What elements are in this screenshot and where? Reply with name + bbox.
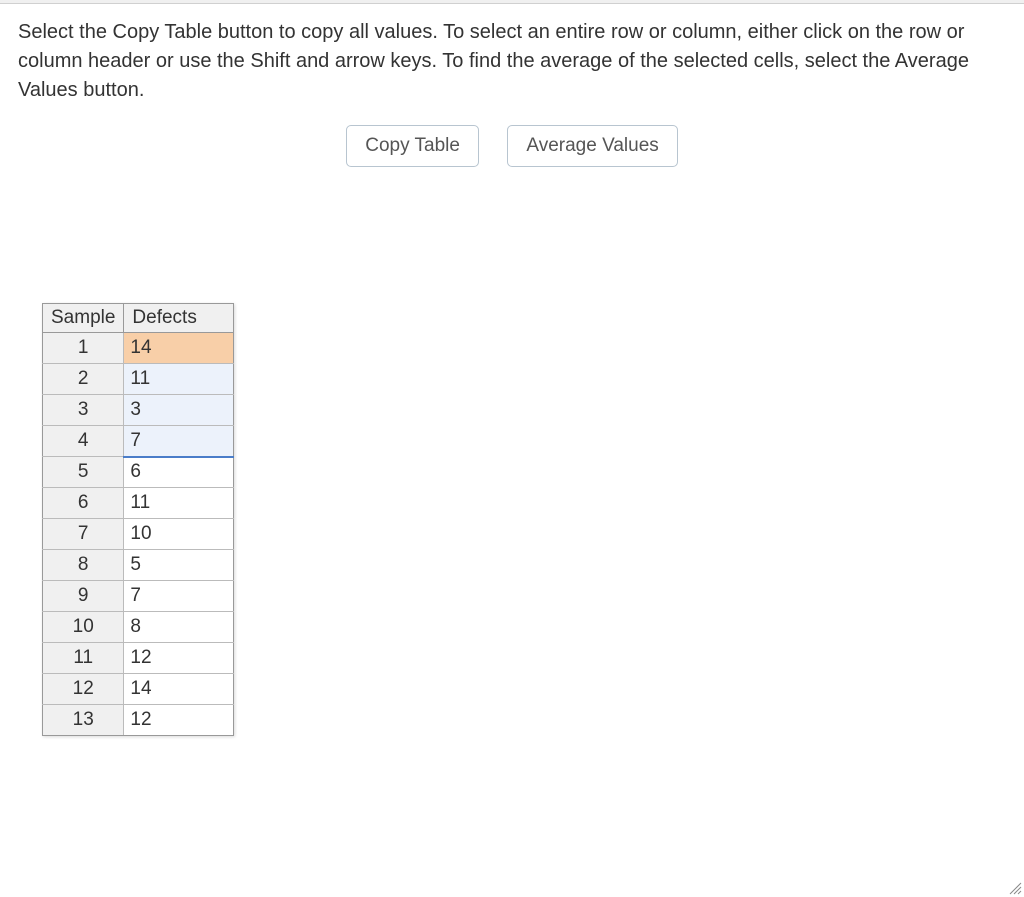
cell-sample[interactable]: 6	[43, 488, 124, 519]
button-row: Copy Table Average Values	[0, 115, 1024, 187]
data-table[interactable]: Sample Defects 1 14 2 11 3 3 4 7 5	[42, 303, 234, 736]
table-row[interactable]: 13 12	[43, 705, 234, 736]
table-row[interactable]: 6 11	[43, 488, 234, 519]
cell-sample[interactable]: 11	[43, 643, 124, 674]
cell-sample[interactable]: 1	[43, 333, 124, 364]
cell-defects[interactable]: 14	[124, 333, 234, 364]
table-row[interactable]: 11 12	[43, 643, 234, 674]
data-table-container: Sample Defects 1 14 2 11 3 3 4 7 5	[42, 303, 234, 736]
cell-sample[interactable]: 8	[43, 550, 124, 581]
cell-defects[interactable]: 3	[124, 395, 234, 426]
cell-sample[interactable]: 2	[43, 364, 124, 395]
cell-defects[interactable]: 11	[124, 364, 234, 395]
cell-defects[interactable]: 10	[124, 519, 234, 550]
average-values-button[interactable]: Average Values	[507, 125, 677, 167]
cell-sample[interactable]: 3	[43, 395, 124, 426]
table-row[interactable]: 10 8	[43, 612, 234, 643]
cell-defects[interactable]: 14	[124, 674, 234, 705]
table-row[interactable]: 4 7	[43, 426, 234, 457]
cell-defects[interactable]: 12	[124, 705, 234, 736]
cell-defects[interactable]: 8	[124, 612, 234, 643]
cell-sample[interactable]: 4	[43, 426, 124, 457]
table-row[interactable]: 3 3	[43, 395, 234, 426]
column-header-sample[interactable]: Sample	[43, 304, 124, 333]
cell-defects[interactable]: 7	[124, 426, 234, 457]
cell-defects[interactable]: 11	[124, 488, 234, 519]
cell-sample[interactable]: 9	[43, 581, 124, 612]
cell-defects[interactable]: 6	[124, 457, 234, 488]
cell-defects[interactable]: 5	[124, 550, 234, 581]
cell-sample[interactable]: 5	[43, 457, 124, 488]
table-body: 1 14 2 11 3 3 4 7 5 6 6 11	[43, 333, 234, 736]
column-header-defects[interactable]: Defects	[124, 304, 234, 333]
instructions-text: Select the Copy Table button to copy all…	[0, 4, 1024, 115]
table-row[interactable]: 1 14	[43, 333, 234, 364]
table-row[interactable]: 2 11	[43, 364, 234, 395]
cell-sample[interactable]: 13	[43, 705, 124, 736]
cell-sample[interactable]: 7	[43, 519, 124, 550]
cell-defects[interactable]: 7	[124, 581, 234, 612]
table-header-row[interactable]: Sample Defects	[43, 304, 234, 333]
cell-defects[interactable]: 12	[124, 643, 234, 674]
copy-table-button[interactable]: Copy Table	[346, 125, 479, 167]
table-row[interactable]: 5 6	[43, 457, 234, 488]
table-row[interactable]: 9 7	[43, 581, 234, 612]
table-row[interactable]: 12 14	[43, 674, 234, 705]
cell-sample[interactable]: 12	[43, 674, 124, 705]
table-row[interactable]: 7 10	[43, 519, 234, 550]
table-row[interactable]: 8 5	[43, 550, 234, 581]
cell-sample[interactable]: 10	[43, 612, 124, 643]
